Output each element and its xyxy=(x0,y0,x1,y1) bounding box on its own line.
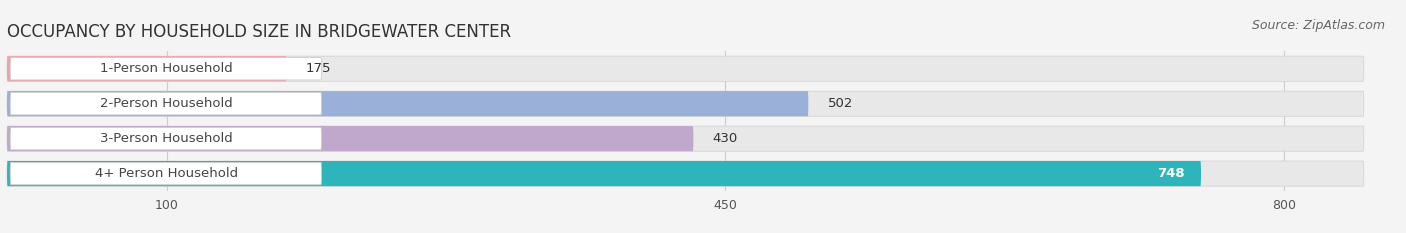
FancyBboxPatch shape xyxy=(7,161,1364,186)
Text: Source: ZipAtlas.com: Source: ZipAtlas.com xyxy=(1251,19,1385,32)
Text: 3-Person Household: 3-Person Household xyxy=(100,132,233,145)
Text: 2-Person Household: 2-Person Household xyxy=(100,97,233,110)
FancyBboxPatch shape xyxy=(7,56,1364,81)
FancyBboxPatch shape xyxy=(7,91,1364,116)
FancyBboxPatch shape xyxy=(7,91,808,116)
FancyBboxPatch shape xyxy=(10,93,322,115)
Text: OCCUPANCY BY HOUSEHOLD SIZE IN BRIDGEWATER CENTER: OCCUPANCY BY HOUSEHOLD SIZE IN BRIDGEWAT… xyxy=(7,23,512,41)
FancyBboxPatch shape xyxy=(7,126,1364,151)
Text: 175: 175 xyxy=(305,62,330,75)
FancyBboxPatch shape xyxy=(10,58,322,80)
FancyBboxPatch shape xyxy=(10,127,322,150)
Text: 4+ Person Household: 4+ Person Household xyxy=(96,167,238,180)
Text: 430: 430 xyxy=(713,132,738,145)
Text: 1-Person Household: 1-Person Household xyxy=(100,62,233,75)
FancyBboxPatch shape xyxy=(7,161,1201,186)
FancyBboxPatch shape xyxy=(10,162,322,185)
Text: 748: 748 xyxy=(1157,167,1185,180)
FancyBboxPatch shape xyxy=(7,126,693,151)
Text: 502: 502 xyxy=(828,97,853,110)
FancyBboxPatch shape xyxy=(7,56,287,81)
